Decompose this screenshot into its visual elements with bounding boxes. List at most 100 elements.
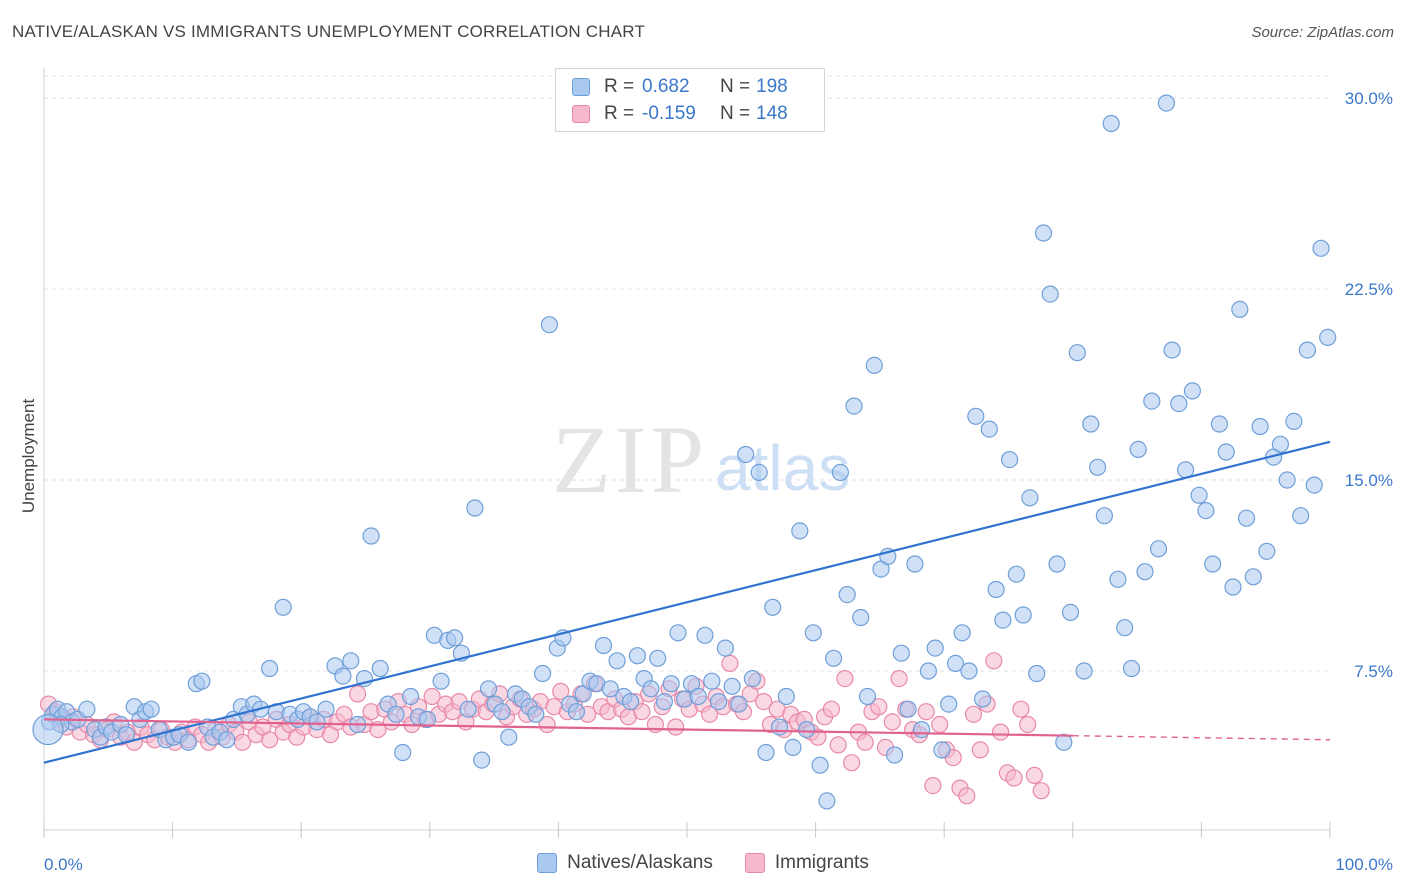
legend-row-immigrants: R = -0.159 N = 148 [572, 102, 788, 126]
data-point [987, 580, 1005, 599]
data-point [838, 585, 856, 604]
data-point [1285, 412, 1303, 430]
data-point [552, 682, 570, 701]
chart-source: Source: ZipAtlas.com [1251, 24, 1394, 41]
legend-label-natives: Natives/Alaskans [567, 852, 713, 873]
data-point [1157, 94, 1176, 112]
data-point [750, 463, 768, 481]
data-point [642, 680, 660, 698]
data-point [500, 728, 518, 746]
data-point [804, 624, 822, 642]
data-point [533, 664, 552, 683]
data-point [985, 652, 1003, 670]
data-point [811, 756, 829, 774]
legend-swatch-natives [572, 78, 590, 96]
data-point [432, 672, 450, 690]
data-point [1129, 440, 1147, 458]
data-point [1005, 769, 1023, 787]
legend-n-value: 198 [756, 76, 788, 97]
data-point [1258, 542, 1276, 560]
data-point [628, 647, 647, 665]
data-point [906, 555, 924, 573]
legend-r-value: -0.159 [642, 103, 696, 124]
data-point [649, 649, 667, 667]
data-point [770, 718, 789, 736]
data-point [836, 669, 854, 688]
data-point [667, 718, 685, 736]
legend-r-value: 0.682 [642, 76, 690, 97]
data-point [1210, 415, 1229, 433]
data-point [696, 626, 714, 644]
y-tick-labels: 7.5% 15.0% 22.5% 30.0% [1345, 89, 1393, 681]
data-point [700, 705, 719, 723]
data-point [926, 639, 944, 657]
data-point [334, 667, 352, 685]
y-axis-label: Unemployment [19, 399, 38, 514]
data-point [669, 624, 687, 642]
data-point [953, 624, 971, 642]
data-point [1305, 476, 1323, 494]
data-point [1136, 563, 1154, 581]
trend-lines [43, 440, 1331, 764]
data-point [473, 751, 491, 769]
data-point [1292, 507, 1310, 525]
data-point [594, 636, 613, 655]
data-point [362, 527, 380, 545]
x-tick-label: 0.0% [44, 855, 83, 874]
data-point [791, 522, 809, 540]
data-point [912, 720, 931, 739]
data-point [349, 685, 367, 703]
data-point [1025, 766, 1044, 785]
data-point [418, 710, 437, 729]
y-tick-label: 30.0% [1345, 89, 1393, 108]
data-point [1217, 443, 1235, 461]
data-point [342, 652, 360, 670]
data-point [883, 713, 901, 731]
series-legend: Natives/Alaskans Immigrants [0, 852, 1406, 874]
legend-item-natives[interactable]: Natives/Alaskans [537, 852, 713, 874]
data-point [308, 713, 326, 731]
data-point [784, 738, 802, 757]
legend-item-immigrants[interactable]: Immigrants [744, 852, 869, 874]
data-point [1019, 715, 1037, 734]
data-point [1149, 540, 1168, 558]
data-point [1244, 568, 1262, 586]
data-point [1183, 382, 1202, 400]
data-point [655, 692, 674, 711]
data-point [899, 700, 917, 718]
data-point [967, 407, 985, 425]
data-point [621, 692, 640, 711]
legend-r-label: R = [604, 76, 635, 97]
watermark-atlas: atlas [715, 432, 850, 504]
data-point [1190, 486, 1208, 504]
data-point [1075, 662, 1093, 680]
data-point [1041, 285, 1059, 303]
data-point [423, 687, 441, 706]
data-point [831, 463, 850, 481]
data-point [479, 680, 498, 698]
legend-label-immigrants: Immigrants [774, 852, 869, 873]
data-point [371, 659, 389, 678]
data-point [633, 703, 651, 721]
watermark-zip: ZIP [552, 406, 708, 513]
data-point [1231, 300, 1249, 318]
chart-title: NATIVE/ALASKAN VS IMMIGRANTS UNEMPLOYMEN… [12, 22, 646, 41]
data-point [709, 692, 728, 711]
data-point [721, 654, 739, 673]
data-point [387, 705, 405, 723]
data-point [1032, 782, 1050, 800]
data-point [1116, 619, 1134, 637]
data-point [940, 695, 958, 713]
data-point [1082, 415, 1100, 433]
data-point [845, 397, 863, 415]
data-point [1312, 239, 1330, 257]
data-point [32, 713, 64, 746]
data-point [818, 792, 836, 810]
data-point [1048, 555, 1066, 573]
natives-points [32, 94, 1337, 810]
data-point [964, 705, 983, 723]
data-point [394, 743, 412, 762]
data-point [466, 499, 484, 517]
data-point [797, 720, 816, 739]
